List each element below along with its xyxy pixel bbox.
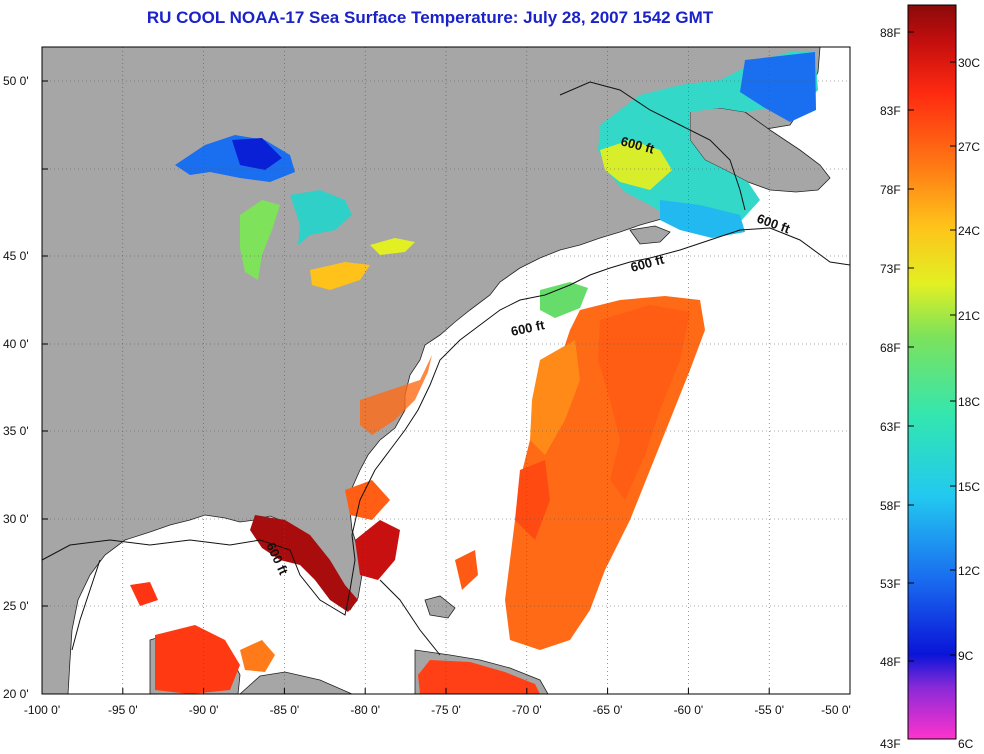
colorbar-c-label: 27C [958,140,980,154]
colorbar-c-label: 24C [958,224,980,238]
colorbar-f-label: 78F [880,183,901,197]
colorbar-f-label: 73F [880,262,901,276]
lat-tick-label: 20 0' [3,687,29,701]
lon-tick-label: -60 0' [674,703,704,717]
colorbar-c-label: 21C [958,309,980,323]
colorbar-c-label: 30C [958,56,980,70]
map-title: RU COOL NOAA-17 Sea Surface Temperature:… [146,8,714,27]
axis-ticks [41,80,851,695]
lat-tick-label: 40 0' [3,337,29,351]
lon-tick-label: -95 0' [108,703,138,717]
sst-north-cool [540,52,818,318]
colorbar-f-label: 83F [880,104,901,118]
temperature-colorbar: 88F 83F 78F 73F 68F 63F 58F 53F 48F 43F … [880,4,980,751]
sst-gulf-hot [130,355,478,694]
great-lakes [175,135,415,290]
lon-tick-label: -70 0' [512,703,542,717]
colorbar-c-label: 6C [958,737,974,751]
lat-tick-label: 30 0' [3,512,29,526]
colorbar-c-label: 15C [958,480,980,494]
lon-tick-label: -85 0' [270,703,300,717]
depth-contour-600ft [42,81,850,656]
colorbar-f-label: 53F [880,577,901,591]
lat-tick-label: 50 0' [3,74,29,88]
contour-label-4: 600 ft [510,317,547,339]
colorbar-f-label: 48F [880,655,901,669]
lon-tick-label: -100 0' [24,703,60,717]
colorbar-f-label: 58F [880,499,901,513]
colorbar-f-label: 68F [880,341,901,355]
colorbar-f-label: 63F [880,420,901,434]
colorbar-gradient [907,4,957,740]
lat-tick-label: 35 0' [3,424,29,438]
colorbar-c-label: 18C [958,395,980,409]
colorbar-f-label: 43F [880,737,901,751]
lat-tick-label: 45 0' [3,249,29,263]
lon-tick-label: -50 0' [821,703,851,717]
latitude-labels: 20 0' 25 0' 30 0' 35 0' 40 0' 45 0' 50 0… [3,74,29,701]
lon-tick-label: -80 0' [350,703,380,717]
lon-tick-label: -55 0' [754,703,784,717]
longitude-labels: -100 0' -95 0' -90 0' -85 0' -80 0' -75 … [24,703,851,717]
lat-lon-grid [42,47,850,694]
map-area [42,47,850,694]
colorbar-c-label: 12C [958,564,980,578]
colorbar-c-label: 9C [958,649,974,663]
lat-tick-label: 25 0' [3,599,29,613]
lon-tick-label: -75 0' [431,703,461,717]
sst-warm-offshore [418,296,705,694]
lon-tick-label: -90 0' [189,703,219,717]
colorbar-f-label: 88F [880,26,901,40]
lon-tick-label: -65 0' [593,703,623,717]
